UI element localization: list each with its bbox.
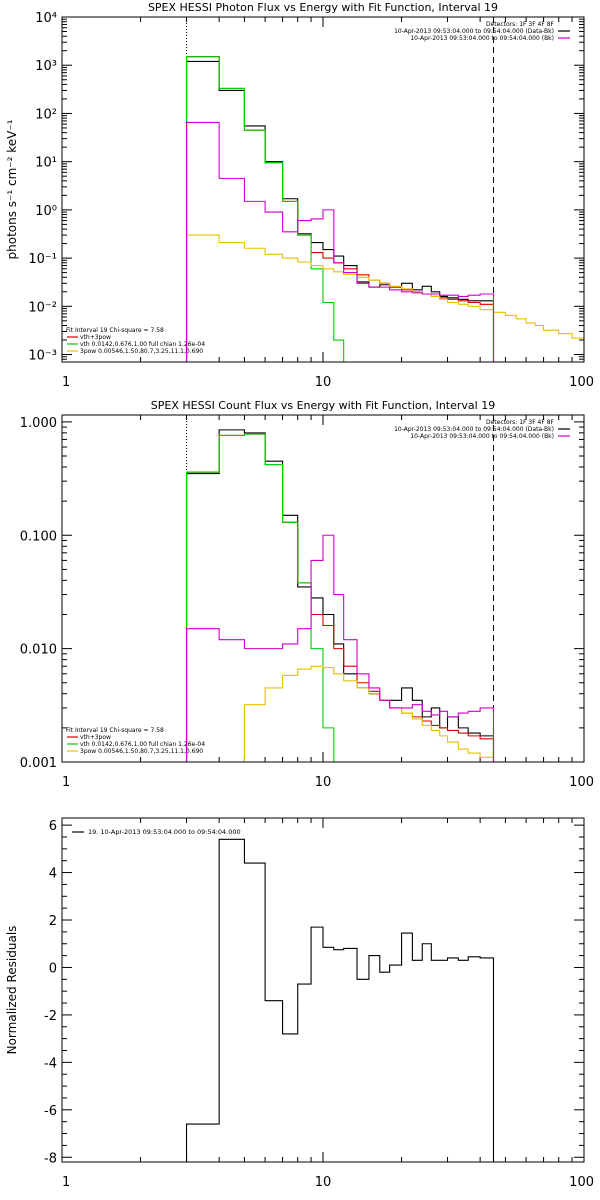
y-tick-label: 1.000 (20, 416, 57, 431)
x-tick-label: 1 (62, 375, 70, 390)
legend-entry: 3pow 0.00546,1.50,80.7,3.25,11.1,0.690 (80, 748, 203, 755)
chart-title: SPEX HESSI Photon Flux vs Energy with Fi… (148, 1, 498, 14)
x-tick-label: 10 (315, 375, 332, 390)
legend-entry: vth 0.0142,0.676,1.00 full chian 1.26e-0… (80, 741, 205, 748)
series-line-1 (185, 838, 495, 1162)
y-tick-label: -8 (44, 1151, 57, 1166)
x-tick-label: 10 (315, 1175, 332, 1190)
y-tick-label: 0.001 (20, 756, 57, 771)
series-line-3 (185, 433, 345, 762)
y-tick-label: 10¹ (35, 156, 57, 171)
x-tick-label: 100 (569, 1175, 594, 1190)
y-tick-label: 0 (49, 961, 57, 976)
y-tick-label: 0.010 (20, 643, 57, 658)
series-line-4 (243, 665, 495, 762)
series-line-3 (185, 56, 345, 362)
series-line-4 (185, 234, 584, 362)
y-tick-label: 10⁻² (28, 300, 57, 315)
legend-entry: 19. 10-Apr-2013 09:53:04.000 to 09:54:04… (88, 828, 241, 836)
y-tick-label: 6 (49, 819, 57, 834)
y-tick-label: 10⁰ (35, 204, 57, 219)
series-line-5 (185, 534, 495, 762)
plot-frame (61, 817, 585, 1163)
legend-entry: vth+3pow (80, 334, 111, 341)
x-tick-label: 10 (315, 775, 332, 790)
series-line-5 (185, 121, 495, 362)
y-tick-label: 10² (35, 107, 57, 122)
legend-entry: Fit Interval 19 Chi-square = 7.58 (66, 727, 164, 734)
y-axis-label: photons s⁻¹ cm⁻² keV⁻¹ (5, 119, 19, 259)
legend-entry: 10-Apr-2013 09:53:04.000 to 09:54:04.000… (410, 433, 554, 440)
legend-entry: vth 0.0142,0.676,1.00 full chian 1.26e-0… (80, 341, 205, 348)
legend-entry: Fit Interval 19 Chi-square = 7.58 (66, 327, 164, 334)
plot-frame (61, 16, 585, 363)
y-tick-label: 4 (49, 867, 57, 882)
y-tick-label: -2 (44, 1009, 57, 1024)
y-tick-label: -4 (44, 1056, 57, 1071)
legend-entry: 10-Apr-2013 09:53:04.000 to 09:54:04.000… (394, 28, 554, 35)
y-axis-label: Normalized Residuals (5, 926, 19, 1055)
y-tick-label: 0.100 (20, 529, 57, 544)
plot-frame (61, 414, 585, 763)
legend-top-left: 19. 10-Apr-2013 09:53:04.000 to 09:54:04… (72, 828, 241, 836)
chart-panel-2: SPEX HESSI Count Flux vs Energy with Fit… (20, 399, 594, 790)
legend-entry: Detectors: 1F 3F 4F 8F (486, 419, 555, 426)
legend-entry: 10-Apr-2013 09:53:04.000 to 09:54:04.000… (410, 35, 554, 42)
y-tick-label: 10⁴ (35, 11, 57, 26)
y-tick-label: 10³ (35, 59, 57, 74)
y-tick-label: 2 (49, 914, 57, 929)
chart-panel-1: SPEX HESSI Photon Flux vs Energy with Fi… (5, 1, 594, 390)
series-line-1 (185, 60, 495, 362)
x-tick-label: 100 (569, 775, 594, 790)
legend-entry: 10-Apr-2013 09:53:04.000 to 09:54:04.000… (394, 426, 554, 433)
chart-panel-3: Normalized Residuals 1 10 100 -8 -6 -4 -2 0 2 4 6 19… (5, 817, 594, 1190)
legend-bottom-left: Fit Interval 19 Chi-square = 7.58vth+3po… (66, 327, 205, 355)
series-line-2 (185, 56, 495, 362)
y-tick-label: 10⁻³ (28, 349, 57, 364)
chart-title: SPEX HESSI Count Flux vs Energy with Fit… (151, 399, 495, 412)
legend-entry: Detectors: 1F 3F 4F 8F (486, 21, 555, 28)
x-tick-label: 1 (62, 775, 70, 790)
y-tick-label: 10⁻¹ (28, 252, 57, 267)
x-tick-label: 1 (62, 1175, 70, 1190)
x-tick-label: 100 (569, 375, 594, 390)
y-tick-label: -6 (44, 1104, 57, 1119)
legend-entry: vth+3pow (80, 734, 111, 741)
legend-bottom-left: Fit Interval 19 Chi-square = 7.58vth+3po… (66, 727, 205, 755)
legend-entry: 3pow 0.00546,1.50,80.7,3.25,11.1,0.690 (80, 348, 203, 355)
series-line-2 (185, 433, 495, 762)
